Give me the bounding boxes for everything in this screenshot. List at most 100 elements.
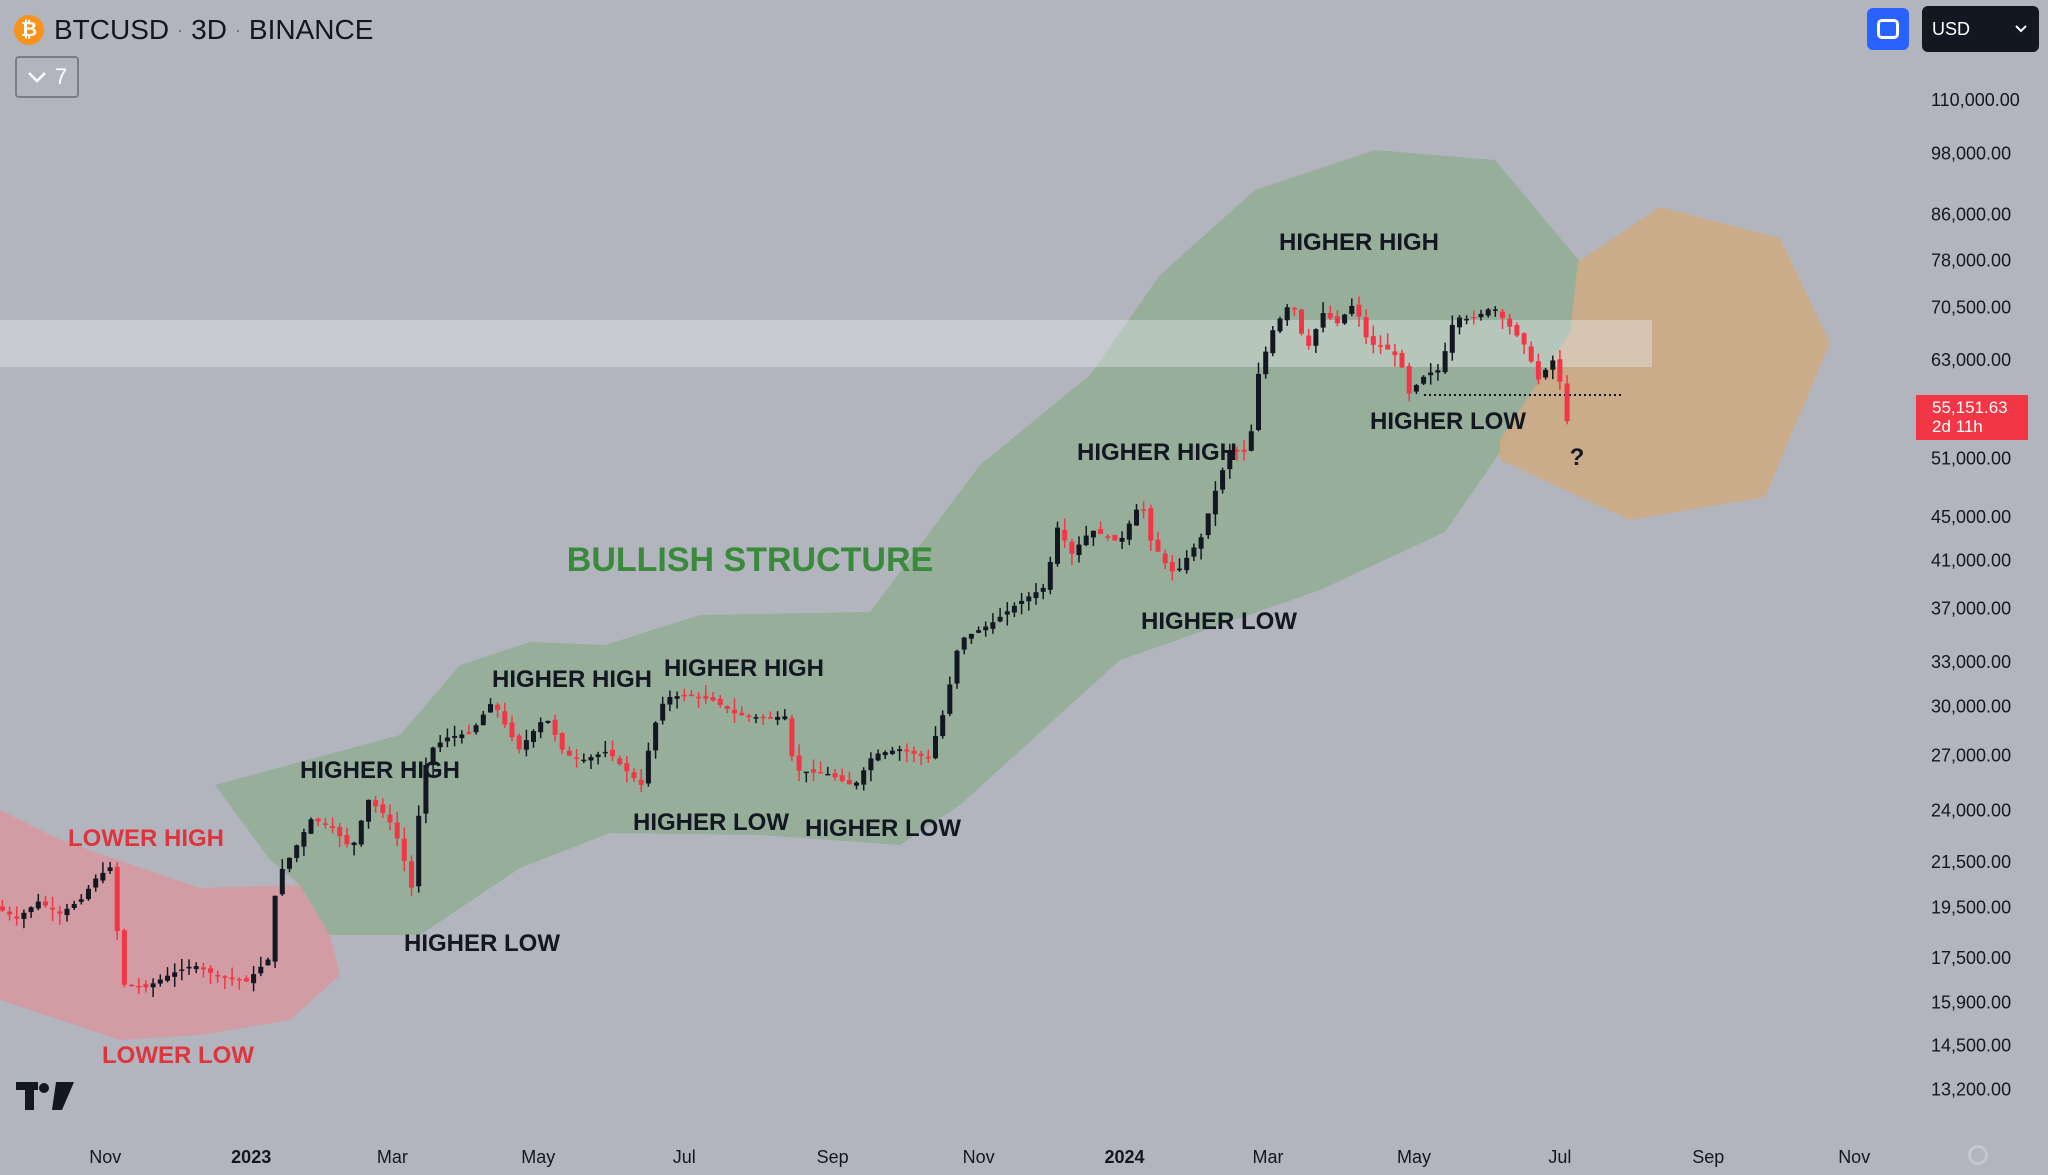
tradingview-logo-icon[interactable] <box>16 1080 76 1112</box>
y-tick-label: 14,500.00 <box>1931 1036 2011 1056</box>
currency-select[interactable]: USD <box>1922 6 2039 52</box>
candle-down <box>14 916 20 919</box>
candle-up <box>64 908 70 916</box>
candle-down <box>760 716 766 719</box>
candle-up <box>645 750 651 784</box>
bullish-zone <box>215 150 1580 935</box>
candle-up <box>940 715 946 737</box>
candle-down <box>50 907 56 910</box>
candle-up <box>1349 306 1355 314</box>
candle-down <box>746 715 752 717</box>
candle-up <box>28 907 34 913</box>
y-tick-label: 98,000.00 <box>1931 144 2011 164</box>
annotation-lower-high: LOWER HIGH <box>68 825 224 852</box>
candle-up <box>1004 611 1010 615</box>
candle-up <box>416 815 422 887</box>
candle-down <box>344 835 350 845</box>
candle-down <box>121 930 127 985</box>
symbol-header[interactable]: ₿ BTCUSD · 3D · BINANCE <box>14 12 373 48</box>
y-tick-label: 33,000.00 <box>1931 652 2011 672</box>
exchange-label: BINANCE <box>248 14 374 45</box>
y-tick-label: 17,500.00 <box>1931 948 2011 968</box>
bitcoin-icon: ₿ <box>14 15 44 45</box>
candle-down <box>516 735 522 750</box>
candle-up <box>71 904 77 908</box>
x-tick-label: Jul <box>1548 1147 1571 1167</box>
candle-down <box>610 749 615 757</box>
candle-up <box>1485 309 1491 316</box>
candle-down <box>1148 508 1154 541</box>
candle-up <box>258 966 264 974</box>
candle-down <box>1406 366 1412 394</box>
candle-up <box>602 751 608 754</box>
annotation-bullish-structure: BULLISH STRUCTURE <box>567 541 933 579</box>
candle-up <box>301 832 307 847</box>
candle-up <box>581 759 587 762</box>
candle-up <box>358 820 364 845</box>
candle-up <box>1184 557 1190 571</box>
settings-gear-icon[interactable] <box>1968 1145 1988 1165</box>
candle-up <box>1033 592 1039 599</box>
y-tick-label: 37,000.00 <box>1931 598 2011 618</box>
candle-up <box>674 696 680 699</box>
annotation-higher-low-5: HIGHER LOW <box>1370 408 1526 435</box>
candle-up <box>193 966 199 970</box>
x-tick-label: 2023 <box>231 1147 271 1167</box>
candle-down <box>925 756 931 759</box>
candle-down <box>739 712 745 716</box>
chevron-down-icon <box>27 72 46 83</box>
x-tick-label: Jul <box>673 1147 696 1167</box>
y-tick-label: 86,000.00 <box>1931 205 2011 225</box>
candle-up <box>1090 530 1096 538</box>
candle-up <box>538 722 544 733</box>
candle-up <box>1428 372 1434 376</box>
candle-down <box>1098 529 1104 534</box>
candle-up <box>954 650 960 684</box>
candle-down <box>839 775 845 781</box>
candle-up <box>179 969 185 971</box>
candle-down <box>0 906 5 911</box>
candle-up <box>1011 605 1017 613</box>
candle-down <box>1363 317 1369 338</box>
candle-up <box>990 622 996 629</box>
candle-down <box>1535 361 1541 380</box>
candle-up <box>854 782 859 786</box>
candle-up <box>1227 450 1233 470</box>
candle-down <box>1241 449 1247 452</box>
candle-down <box>559 733 565 750</box>
candle-up <box>351 842 357 846</box>
candle-up <box>968 633 974 639</box>
candle-down <box>1528 346 1534 362</box>
candle-down <box>846 780 852 785</box>
candle-up <box>1478 313 1484 318</box>
indicators-collapse-button[interactable]: 7 <box>15 56 79 98</box>
candle-down <box>1141 509 1147 511</box>
candle-up <box>430 747 436 766</box>
timeframe-label[interactable]: 3D <box>191 14 227 45</box>
candle-up <box>1205 513 1211 536</box>
candle-up <box>889 750 895 754</box>
chevron-down-icon <box>2015 25 2027 33</box>
y-tick-label: 13,200.00 <box>1931 1080 2011 1100</box>
candle-up <box>1270 330 1276 354</box>
candle-up <box>366 799 371 822</box>
candle-up <box>861 770 867 785</box>
screenshot-button[interactable] <box>1867 8 1909 50</box>
candle-up <box>1198 537 1204 549</box>
candle-up <box>86 888 91 900</box>
candle-down <box>1162 553 1168 564</box>
annotation-higher-low-2: HIGHER LOW <box>633 809 789 836</box>
x-tick-label: Mar <box>1253 1147 1284 1167</box>
candle-up <box>1119 537 1125 542</box>
candle-down <box>681 694 687 697</box>
candle-down <box>330 826 336 828</box>
symbol-name[interactable]: BTCUSD <box>54 14 170 45</box>
candle-up <box>279 868 285 895</box>
candle-down <box>129 984 135 987</box>
time-axis[interactable]: Nov 2023 Mar May Jul Sep Nov 2024 Mar May Jul Sep No… <box>89 1147 1870 1167</box>
candle-down <box>1471 317 1477 319</box>
candle-up <box>1256 374 1261 430</box>
candle-up <box>523 740 529 750</box>
candle-down <box>703 695 709 699</box>
